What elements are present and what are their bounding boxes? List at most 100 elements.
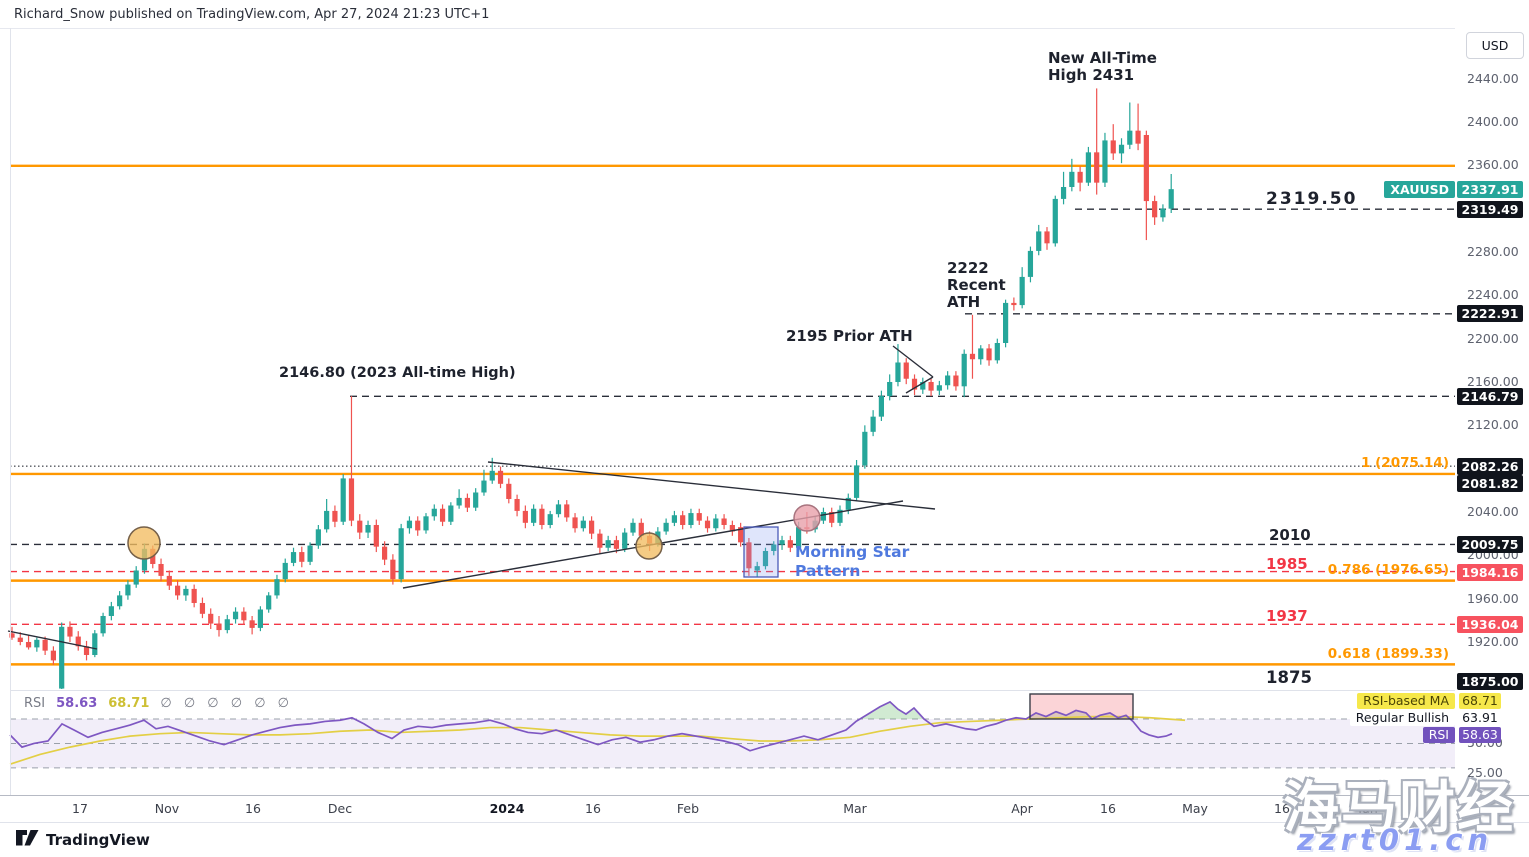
price-level-lines xyxy=(10,164,1455,666)
time-axis-border xyxy=(0,795,1529,796)
price-tick-label: 1920.00 xyxy=(1467,633,1519,649)
main-chart-pane[interactable] xyxy=(10,28,1455,690)
candle-body xyxy=(183,588,189,596)
candle-body xyxy=(257,609,263,628)
candle-body xyxy=(555,504,562,515)
trendline[interactable] xyxy=(905,376,934,394)
price-axis[interactable]: USD 2440.00 2400.00 2360.00 2280.00 2240.00 2… xyxy=(1455,28,1529,795)
price-tick-label: 2200.00 xyxy=(1467,330,1519,346)
candle-body xyxy=(67,626,73,637)
candle-body xyxy=(406,520,413,529)
candle-body xyxy=(1060,186,1067,199)
watermark-url-text: zzrt01.cn xyxy=(1297,823,1494,857)
candle-body xyxy=(415,520,421,531)
candle-body xyxy=(290,552,297,563)
price-level-badge: 2337.91 xyxy=(1457,180,1523,198)
candle-body xyxy=(986,348,992,361)
price-tick-label: 1960.00 xyxy=(1467,590,1519,606)
trendline[interactable] xyxy=(892,345,934,378)
candle-body xyxy=(564,504,570,518)
candle-body xyxy=(299,552,305,562)
candle-body xyxy=(920,381,926,390)
footer-divider xyxy=(0,822,1529,823)
symbol-price-flag: XAUUSD xyxy=(1384,181,1455,198)
candle-body xyxy=(613,540,620,549)
candle-body xyxy=(117,595,123,607)
trendline[interactable] xyxy=(7,630,98,650)
candle-body xyxy=(1077,171,1083,183)
orange-highlight-circle[interactable] xyxy=(127,526,161,560)
candle-body xyxy=(133,570,139,585)
trendline[interactable] xyxy=(487,461,936,510)
candle-body xyxy=(928,381,934,391)
candle-body xyxy=(175,585,181,596)
candle-body xyxy=(953,375,959,387)
candle-body xyxy=(448,505,454,522)
header-divider xyxy=(0,28,1529,29)
time-tick-label: 17 xyxy=(72,801,88,816)
time-tick-label: May xyxy=(1182,801,1208,816)
candle-body xyxy=(1152,201,1158,218)
rsi-source-toggle-icons[interactable]: ∅ ∅ ∅ ∅ ∅ ∅ xyxy=(160,696,293,711)
candle-body xyxy=(1094,152,1100,183)
candle-body xyxy=(59,626,65,689)
candle-body xyxy=(870,416,876,432)
candle-body xyxy=(158,563,164,576)
candle-body xyxy=(199,602,206,614)
left-pane-border xyxy=(10,28,11,795)
time-tick-label: Dec xyxy=(327,801,353,816)
candle-body xyxy=(696,513,702,521)
pane-divider[interactable] xyxy=(10,690,1455,691)
orange-highlight-circle[interactable] xyxy=(635,532,663,560)
price-level-badge: 2146.79 xyxy=(1457,387,1523,405)
rsi-divergence-box[interactable] xyxy=(1029,693,1134,720)
candle-body xyxy=(50,650,56,661)
candle-body xyxy=(1011,302,1017,306)
candle-body xyxy=(1044,231,1050,244)
candle-body xyxy=(365,524,371,533)
price-tick-label: 2040.00 xyxy=(1467,503,1519,519)
candle-body xyxy=(638,522,644,536)
candle-body xyxy=(1127,130,1133,145)
candle-body xyxy=(216,623,222,631)
candle-body xyxy=(961,353,967,387)
candle-body xyxy=(9,633,15,638)
pink-highlight-circle[interactable] xyxy=(793,504,821,532)
candle-body xyxy=(572,517,578,529)
candle-body xyxy=(224,619,230,631)
rsi-scale-label: 25.00 xyxy=(1467,765,1503,780)
candle-body xyxy=(779,540,785,545)
candle-body xyxy=(663,522,669,532)
candle-body xyxy=(232,611,239,620)
price-tick-label: 2360.00 xyxy=(1467,157,1519,173)
candle-body xyxy=(17,637,23,642)
tradingview-footer[interactable]: TradingView xyxy=(16,830,150,850)
time-axis[interactable]: 17 Nov 16 Dec 2024 16 Feb Mar Apr 16 May 16 Jun xyxy=(0,795,1529,823)
candle-body xyxy=(423,516,429,531)
candle-body xyxy=(373,524,379,547)
candle-body xyxy=(1118,144,1125,154)
currency-usd-button[interactable]: USD xyxy=(1466,32,1524,59)
candle-body xyxy=(1036,231,1042,251)
candle-body xyxy=(1160,208,1166,218)
time-tick-label: Feb xyxy=(676,801,700,816)
candle-body xyxy=(936,385,942,391)
candle-body xyxy=(266,595,272,610)
candle-body xyxy=(1168,189,1174,209)
rsi-legend-title: RSI xyxy=(24,696,46,711)
candle-body xyxy=(630,522,636,533)
candle-body xyxy=(903,362,909,379)
candle-body xyxy=(845,497,851,510)
candle-body xyxy=(605,540,611,548)
price-tick-label: 2120.00 xyxy=(1467,417,1519,433)
morning-star-highlight-box[interactable] xyxy=(743,526,779,578)
candle-body xyxy=(597,533,603,548)
candle-body xyxy=(208,613,214,624)
candle-body xyxy=(241,611,247,621)
rsi-legend[interactable]: RSI 58.63 68.71 ∅ ∅ ∅ ∅ ∅ ∅ xyxy=(24,696,293,711)
price-level-badge: 1936.04 xyxy=(1457,616,1523,634)
candle-body xyxy=(1143,134,1149,202)
candle-body xyxy=(969,353,976,360)
candle-body xyxy=(522,510,528,523)
